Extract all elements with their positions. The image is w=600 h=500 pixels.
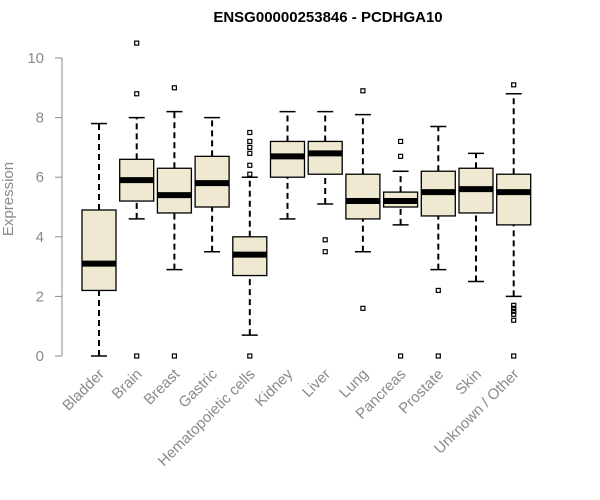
box-brain	[119, 40, 155, 359]
outlier-point	[511, 82, 517, 88]
x-category-label: Bladder	[59, 366, 108, 415]
box-lung	[345, 88, 381, 311]
outlier-point	[134, 40, 140, 46]
iqr-box	[156, 167, 193, 214]
outlier-point	[511, 308, 517, 314]
outlier-point	[435, 353, 441, 359]
y-tick-label: 10	[27, 50, 44, 67]
outlier-point	[360, 88, 366, 94]
iqr-box	[496, 173, 532, 226]
x-category-label: Kidney	[252, 365, 297, 410]
chart-title: ENSG00000253846 - PCDHGA10	[213, 9, 442, 26]
box-breast	[156, 85, 193, 359]
outlier-point	[511, 302, 517, 308]
iqr-box	[345, 173, 381, 220]
outlier-point	[247, 171, 253, 177]
y-tick-label: 6	[36, 169, 44, 186]
boxes-group	[81, 40, 532, 359]
x-category-label: Liver	[299, 366, 334, 401]
outlier-point	[511, 305, 517, 311]
outlier-point	[134, 353, 140, 359]
y-tick-label: 0	[36, 348, 44, 365]
outlier-point	[435, 287, 441, 294]
outlier-point	[360, 305, 366, 311]
outlier-point	[171, 353, 177, 359]
outlier-point	[247, 129, 253, 136]
outlier-point	[247, 162, 253, 168]
box-pancreas	[382, 138, 419, 359]
outlier-point	[511, 311, 517, 317]
box-gastric	[194, 116, 230, 253]
box-skin	[458, 152, 494, 283]
outlier-point	[398, 353, 404, 359]
y-axis-label: Expression	[0, 162, 17, 236]
y-tick-label: 8	[36, 110, 44, 127]
outlier-point	[511, 317, 517, 323]
outlier-point	[398, 153, 404, 159]
outlier-point	[247, 353, 253, 359]
y-tick-label: 2	[36, 288, 44, 305]
outlier-point	[322, 237, 328, 243]
box-bladder	[81, 122, 117, 357]
outlier-point	[511, 353, 517, 359]
outlier-point	[247, 138, 253, 145]
box-unknown-other	[496, 82, 532, 359]
iqr-box	[81, 209, 117, 292]
outlier-point	[247, 150, 253, 156]
iqr-box	[307, 140, 343, 175]
outlier-point	[398, 138, 404, 145]
outlier-point	[171, 85, 177, 91]
box-kidney	[269, 110, 306, 220]
box-liver	[307, 110, 343, 255]
box-hematopoietic-cells	[232, 129, 268, 359]
outlier-point	[322, 249, 328, 255]
y-axis: 0 2 4 6 8 10	[27, 50, 63, 365]
outlier-point	[134, 91, 140, 97]
outlier-point	[247, 144, 253, 150]
y-tick-label: 4	[36, 229, 44, 246]
box-prostate	[420, 125, 456, 359]
x-category-label: Skin	[452, 366, 485, 399]
